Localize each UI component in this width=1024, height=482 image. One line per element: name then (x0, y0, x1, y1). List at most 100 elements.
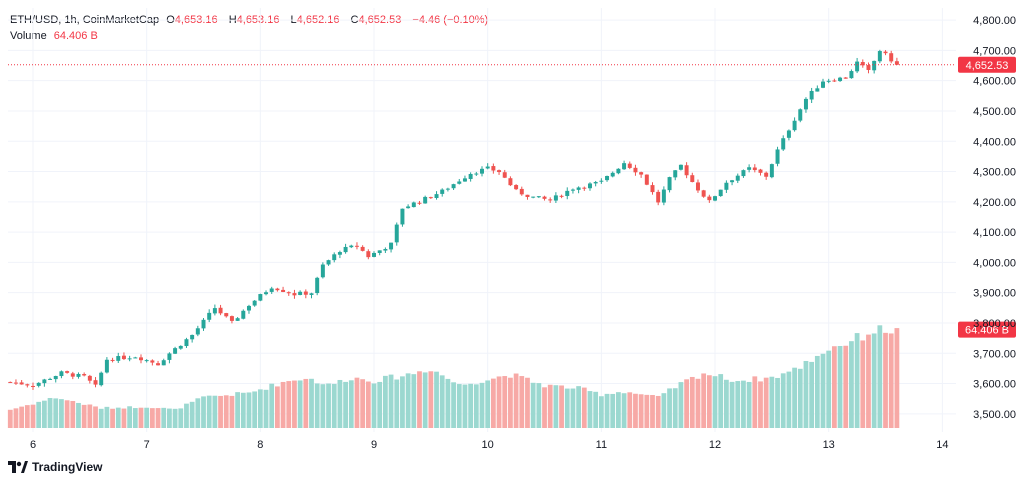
volume-bar (47, 398, 53, 428)
last-price-badge (958, 56, 1016, 73)
volume-bar (621, 393, 627, 428)
volume-bar (195, 398, 201, 428)
candle-body (627, 163, 632, 168)
candle-body (781, 138, 786, 150)
volume-bar (706, 375, 712, 428)
candle-body (235, 318, 240, 321)
volume-bar (13, 408, 19, 428)
volume-bar (655, 395, 661, 428)
candle-body (229, 316, 234, 321)
volume-bar (394, 379, 400, 428)
volume-bar (559, 385, 564, 428)
volume-label[interactable]: Volume (10, 30, 47, 42)
candle-body (735, 175, 740, 181)
candle-body (76, 373, 81, 377)
y-tick-label: 4,400.00 (973, 136, 1016, 148)
y-tick-label: 3,500.00 (973, 409, 1016, 421)
volume-bar (240, 392, 246, 428)
candle-body (684, 165, 689, 176)
volume-bar (104, 406, 110, 428)
candle-body (150, 360, 155, 363)
volume-bar (871, 333, 877, 428)
volume-bar (275, 386, 280, 428)
candle-body (258, 294, 263, 301)
volume-bar (667, 388, 672, 428)
x-tick-label: 12 (709, 439, 721, 451)
volume-bar (30, 404, 36, 428)
candle-body (156, 363, 161, 366)
candle-body (644, 174, 649, 185)
y-tick-label: 4,000.00 (973, 257, 1016, 269)
candle-body (241, 310, 246, 319)
tradingview-branding[interactable]: TradingView (8, 460, 102, 474)
candle-body (519, 188, 524, 195)
volume-bar (127, 406, 133, 428)
candle-body (121, 355, 126, 360)
candle-body (428, 197, 433, 199)
candle-body (48, 378, 53, 380)
volume-bar (712, 376, 718, 428)
volume-bar (644, 394, 650, 428)
volume-bar (741, 380, 746, 428)
candle-body (167, 353, 172, 360)
volume-bar (331, 383, 337, 428)
last-volume-badge (958, 321, 1016, 338)
candle-body (144, 360, 149, 362)
candle-body (673, 170, 678, 178)
candle-body (480, 168, 484, 174)
volume-bar (638, 394, 644, 428)
volume-bar (894, 328, 900, 428)
volume-bar (826, 350, 832, 428)
y-tick-label: 4,700.00 (973, 45, 1016, 57)
x-tick-label: 7 (144, 439, 150, 451)
candle-body (468, 173, 473, 179)
y-tick-label: 4,800.00 (973, 15, 1016, 27)
volume-bar (110, 408, 115, 428)
volume-bar (570, 388, 576, 428)
candle-body (13, 382, 18, 384)
volume-legend: Volume 64.406 B (10, 29, 102, 43)
volume-bar (121, 408, 127, 428)
volume-bar (144, 407, 150, 428)
candle-body (440, 189, 445, 194)
candle-body (894, 61, 899, 65)
volume-bar (161, 407, 167, 428)
candle-body (104, 359, 109, 373)
volume-bar (360, 379, 366, 428)
volume-bar (496, 376, 502, 428)
candle-body (207, 312, 212, 320)
candle-body (570, 189, 575, 191)
volume-bar (172, 408, 178, 428)
volume-bar (24, 405, 30, 428)
candle-body (775, 149, 780, 164)
volume-bar (553, 385, 559, 428)
volume-bar (854, 333, 860, 428)
x-tick-label: 9 (371, 439, 377, 451)
volume-bar (616, 392, 621, 428)
candle-body (485, 166, 490, 169)
candle-body (8, 381, 13, 383)
volume-bar (809, 361, 815, 428)
candle-body (326, 260, 331, 265)
volume-bar (786, 371, 792, 428)
volume-bar (348, 380, 354, 428)
volume-bar (155, 408, 161, 428)
volume-bar (280, 381, 286, 428)
candle-body (195, 328, 200, 335)
candle-body (758, 169, 763, 173)
volume-bar (456, 384, 462, 428)
volume-bar (769, 376, 775, 428)
volume-bar (746, 381, 752, 428)
volume-bar (115, 407, 121, 428)
candle-body (281, 289, 286, 292)
volume-bar (377, 381, 383, 428)
candle-body (843, 77, 848, 79)
candle-body (764, 172, 769, 177)
volume-bar (888, 333, 894, 428)
volume-bar (576, 386, 582, 428)
candle-body (457, 181, 462, 184)
candle-body (337, 252, 342, 255)
volume-bar (93, 406, 98, 428)
candle-body (82, 374, 87, 376)
